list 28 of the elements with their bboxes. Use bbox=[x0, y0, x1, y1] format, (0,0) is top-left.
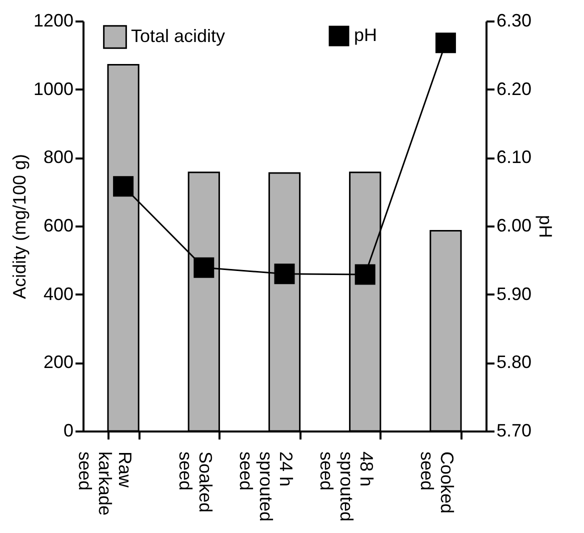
point bbox=[113, 176, 134, 197]
y2-tick-label: 5.80 bbox=[496, 352, 532, 372]
y-tick-label: 0 bbox=[63, 420, 74, 440]
point bbox=[435, 32, 456, 54]
y2-tick-label: 6.20 bbox=[496, 78, 532, 99]
y2-tick-label: 5.90 bbox=[496, 284, 532, 304]
point bbox=[194, 257, 214, 278]
y-tick-label: 400 bbox=[43, 284, 74, 304]
y-tick-label: 1000 bbox=[33, 78, 74, 99]
y-tick-label: 800 bbox=[43, 147, 74, 168]
legend-label: Total acidity bbox=[131, 26, 226, 46]
y-tick-label: 200 bbox=[43, 352, 74, 372]
x-tick-label: Cooked seed bbox=[417, 452, 458, 514]
y2-tick-label: 6.10 bbox=[496, 147, 532, 168]
y-axis-title: Acidity (mg/100 g) bbox=[9, 154, 30, 300]
x-tick-label: 48 h sprouted seed bbox=[316, 452, 377, 522]
y2-tick-label: 6.00 bbox=[496, 216, 532, 236]
x-tick-label: Soaked seed bbox=[175, 452, 216, 513]
y2-axis-title: pH bbox=[536, 214, 556, 238]
legend-label: pH bbox=[354, 25, 378, 45]
x-tick-label: 24 h sprouted seed bbox=[236, 452, 296, 522]
y2-tick-label: 5.70 bbox=[496, 420, 532, 440]
point bbox=[274, 264, 295, 284]
y-tick-label: 600 bbox=[43, 216, 74, 236]
x-tick-label: Raw karkade seed bbox=[74, 452, 135, 516]
y2-tick-label: 6.30 bbox=[496, 10, 532, 30]
point bbox=[354, 264, 376, 285]
y-tick-label: 1200 bbox=[33, 10, 74, 30]
